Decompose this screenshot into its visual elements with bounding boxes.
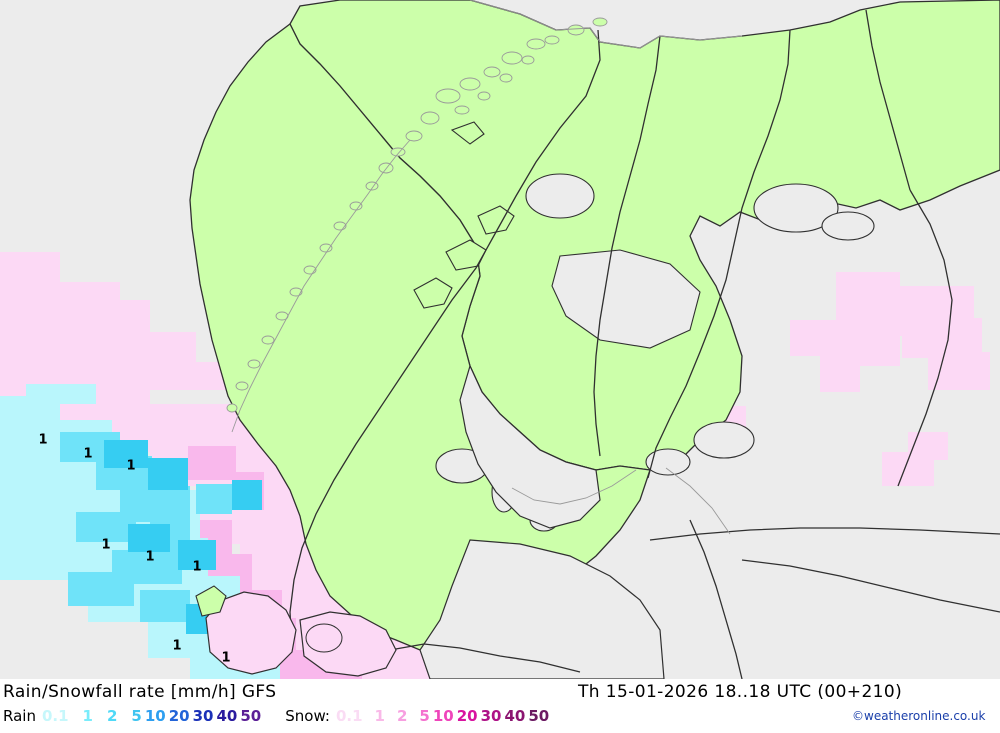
rain-scale-value: 40: [216, 707, 238, 725]
border-belarus: [741, 559, 1000, 613]
border-russia-north: [865, 9, 911, 191]
rain-scale-value: 1: [82, 707, 93, 725]
map-footer: Rain/Snowfall rate [mm/h] GFS Th 15-01-2…: [0, 679, 1000, 733]
landmass-detail: [226, 17, 875, 679]
border-estonia-latvia: [649, 527, 1000, 541]
copyright-notice: ©weatheronline.co.uk: [852, 709, 986, 723]
snow-scale-value: 1: [374, 707, 385, 725]
rain-scale-value: 30: [192, 707, 214, 725]
precip-value-label: 1: [83, 446, 93, 462]
precip-value-label: 1: [172, 638, 182, 654]
precip-value-label: 1: [101, 537, 111, 553]
denmark: [205, 591, 397, 677]
map-graphic: [0, 0, 1000, 679]
rain-scale-value: 20: [168, 707, 190, 725]
norwegian-archipelago: [226, 17, 608, 413]
border-norway-sweden: [289, 29, 601, 649]
border-finland-russia: [647, 29, 791, 479]
precip-value-label: 1: [38, 432, 48, 448]
baltic-sea: [419, 539, 665, 679]
fyn-island: [305, 623, 343, 653]
precip-value-label: 1: [221, 650, 231, 666]
snow-legend-group: Snow: 0.1 1 2 5 10 20 30 40 50: [285, 707, 549, 725]
rain-scale-value: 10: [144, 707, 166, 725]
precip-value-label: 1: [145, 549, 155, 565]
rain-scale-value: 2: [106, 707, 118, 725]
rain-scale-value: 0.1: [41, 707, 69, 725]
snow-legend-scale: 0.1 1 2 5 10 20 30 40 50: [336, 707, 549, 725]
national-borders: [289, 9, 1000, 679]
snow-scale-value: 50: [528, 707, 550, 725]
footer-datetime: Th 15-01-2026 18..18 UTC (00+210): [578, 682, 903, 702]
snow-legend-label: Snow:: [285, 707, 330, 725]
rain-scale-value: 50: [240, 707, 262, 725]
snow-scale-value: 20: [456, 707, 478, 725]
snow-scale-value: 30: [480, 707, 502, 725]
coastline-detail: [231, 0, 743, 535]
snow-scale-value: 0.1: [335, 707, 363, 725]
border-baltic-states: [689, 519, 743, 679]
rain-scale-value: 5: [131, 707, 142, 725]
gulf-of-bothnia: [459, 364, 601, 529]
legend: Rain 0.1 1 2 5 10 20 30 40 50 Snow: 0.1 1 2 5 10 20 30…: [3, 707, 549, 729]
footer-title: Rain/Snowfall rate [mm/h] GFS: [3, 682, 277, 702]
snow-scale-value: 40: [504, 707, 526, 725]
british-isles-fringe: [195, 585, 227, 617]
border-sweden-finland: [593, 35, 661, 457]
rain-legend-label: Rain: [3, 707, 36, 725]
precip-value-label: 1: [126, 458, 136, 474]
precip-value-label: 1: [192, 559, 202, 575]
jutland-peninsula: [205, 591, 297, 675]
border-russia-east: [897, 189, 953, 487]
lofoten-islands: [413, 121, 515, 309]
rain-legend-scale: 0.1 1 2 5 10 20 30 40 50: [42, 707, 261, 725]
map-canvas[interactable]: 1 1 1 1 1 1 1 1: [0, 0, 1000, 679]
snow-scale-value: 2: [396, 707, 408, 725]
snow-scale-value: 5: [419, 707, 430, 725]
snow-scale-value: 10: [432, 707, 454, 725]
precipitation-field: [0, 176, 990, 679]
